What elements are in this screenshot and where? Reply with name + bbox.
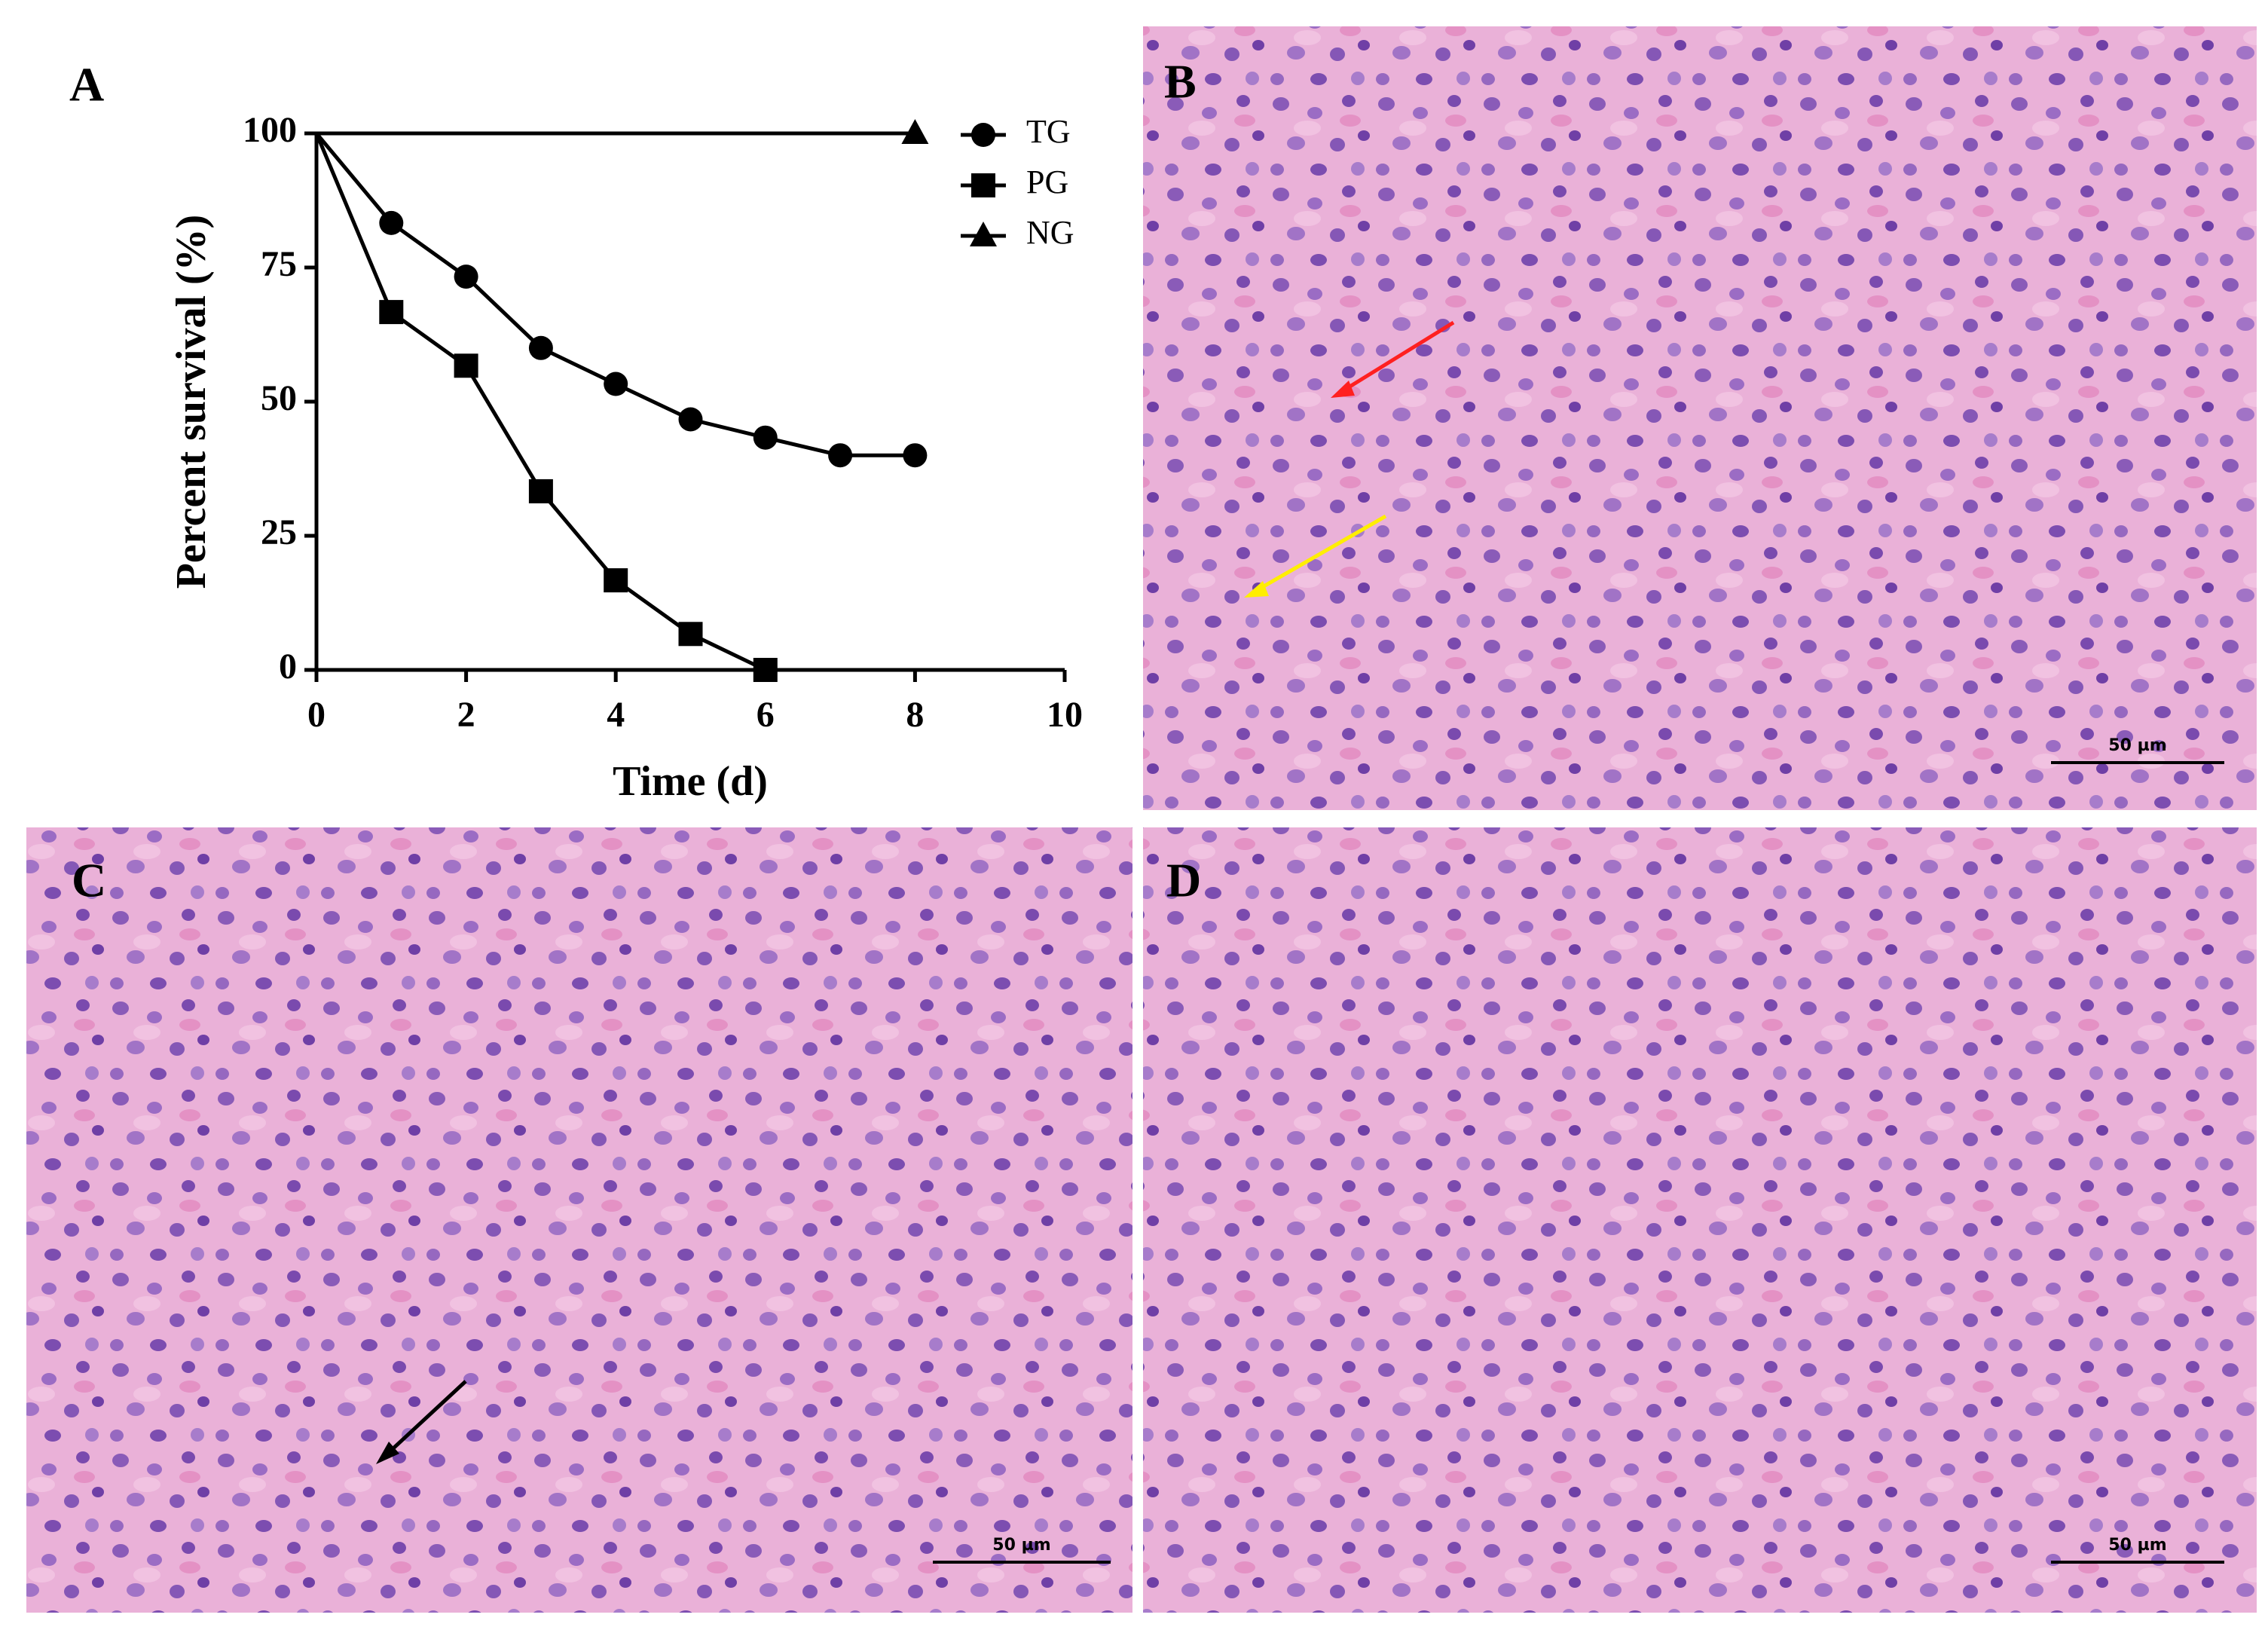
marker (901, 119, 929, 144)
marker (678, 622, 703, 647)
x-tick-label: 8 (906, 695, 924, 735)
histology-image (1143, 26, 2257, 810)
panel-label: B (1164, 55, 1197, 109)
marker (753, 425, 778, 450)
marker (828, 443, 853, 468)
marker (971, 173, 995, 197)
histology-image (1143, 827, 2257, 1613)
scale-bar-label: 50 µm (2108, 736, 2166, 755)
arrowhead (1244, 581, 1269, 598)
histology-image (26, 827, 1132, 1613)
marker (379, 210, 404, 235)
marker (454, 265, 478, 289)
x-tick-label: 4 (607, 695, 625, 735)
arrow-black (383, 1380, 467, 1458)
marker (971, 123, 995, 147)
legend-label: TG (1026, 113, 1071, 150)
y-tick-label: 100 (243, 110, 297, 150)
y-tick-label: 50 (261, 378, 297, 418)
marker (379, 300, 404, 325)
marker (970, 222, 997, 246)
y-tick-label: 25 (261, 512, 297, 552)
legend-label: NG (1026, 214, 1074, 251)
marker (528, 479, 553, 503)
arrow-yellow (1253, 514, 1387, 594)
panel-label: A (69, 58, 104, 112)
x-tick-label: 2 (457, 695, 475, 735)
y-tick-label: 75 (261, 244, 297, 284)
scale-bar-label: 50 µm (2108, 1536, 2166, 1555)
x-tick-label: 10 (1047, 695, 1083, 735)
x-tick-label: 0 (307, 695, 326, 735)
marker (903, 443, 928, 468)
panel-label: D (1166, 854, 1201, 907)
legend-label: PG (1026, 164, 1068, 200)
y-axis-label: Percent survival (%) (168, 215, 215, 589)
marker (528, 335, 553, 360)
arrowhead (1331, 381, 1355, 398)
panel-label: C (72, 854, 106, 907)
marker (753, 658, 778, 682)
marker (454, 353, 478, 378)
x-axis-label: Time (d) (613, 758, 768, 805)
scale-bar-label: 50 µm (992, 1536, 1050, 1555)
x-tick-label: 6 (757, 695, 775, 735)
panel-c: 50 µm C (26, 827, 1132, 1613)
marker (604, 568, 628, 593)
panel-b: 50 µm B (1143, 26, 2257, 810)
arrowhead (376, 1442, 399, 1464)
arrow-red (1340, 320, 1455, 394)
y-tick-label: 0 (279, 647, 297, 687)
series-line (315, 132, 915, 457)
marker (604, 372, 628, 396)
panel-a: A Time (d) Percent survival (%) 0 25 50 75 1… (69, 58, 1083, 805)
marker (678, 407, 703, 432)
panel-d: 50 µm D (1143, 827, 2257, 1613)
